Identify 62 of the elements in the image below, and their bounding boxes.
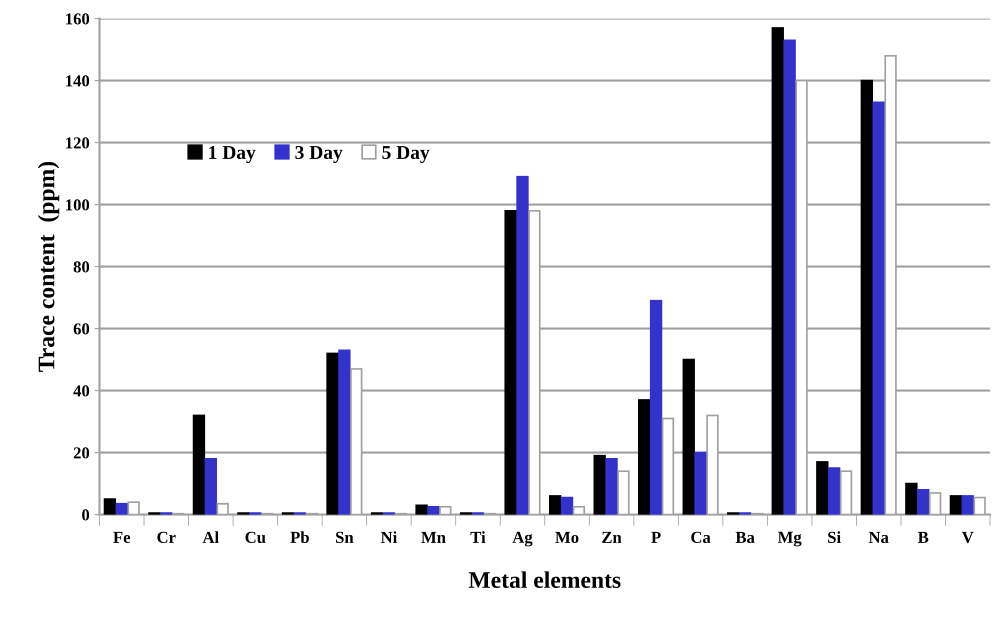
x-tick-label: Ti — [470, 531, 486, 543]
y-tick-label: 20 — [74, 447, 90, 459]
bar — [338, 349, 351, 515]
x-tick-label: Fe — [113, 532, 130, 543]
x-tick-label: Sn — [336, 532, 354, 543]
bar — [694, 452, 707, 515]
x-tick-label: Ni — [380, 531, 398, 543]
x-tick-label: Zn — [602, 532, 622, 543]
x-tick-label: Mo — [555, 532, 578, 543]
y-axis-title: Trace content (ppm) — [38, 162, 60, 372]
bar — [548, 495, 562, 515]
bar — [504, 210, 517, 515]
bar — [516, 176, 529, 515]
legend-label: 1 Day — [209, 146, 256, 164]
y-tick-label: 0 — [82, 509, 90, 521]
bar — [828, 467, 840, 515]
x-tick-label: Pb — [290, 531, 309, 543]
y-tick-label: 120 — [66, 137, 90, 149]
bar — [816, 461, 828, 515]
bar — [682, 358, 695, 515]
bar — [783, 39, 796, 515]
x-tick-label: Si — [828, 531, 841, 543]
x-tick-label: Ca — [691, 532, 711, 543]
x-tick-label: Na — [868, 532, 889, 543]
bar — [326, 352, 339, 515]
x-tick-label: B — [918, 532, 928, 543]
bar — [427, 506, 440, 515]
x-tick-label: Cr — [157, 532, 176, 543]
x-tick-label: V — [962, 532, 974, 544]
x-tick-label: Mg — [778, 532, 802, 546]
bar — [860, 80, 874, 515]
bar — [905, 482, 918, 515]
y-tick-label: 60 — [74, 323, 90, 335]
bar — [605, 458, 618, 515]
bar — [560, 496, 574, 515]
bar — [104, 498, 116, 515]
x-tick-label: Cu — [246, 532, 266, 544]
x-tick-label: P — [651, 532, 661, 543]
legend-label: 5 Day — [382, 146, 430, 164]
y-tick-label: 140 — [66, 75, 90, 87]
bar — [594, 454, 606, 515]
bar — [950, 495, 962, 515]
x-tick-label: Al — [202, 531, 219, 543]
bar — [872, 101, 885, 515]
bar — [772, 27, 784, 515]
x-tick-label: Ba — [736, 532, 755, 543]
x-tick-label: Ag — [512, 532, 533, 546]
legend-label: 3 Day — [295, 146, 343, 164]
bar — [415, 504, 428, 515]
y-tick-label: 100 — [66, 199, 90, 211]
bar — [204, 458, 217, 515]
x-axis-title: Metal elements — [468, 571, 621, 588]
bar — [116, 502, 128, 515]
bar — [962, 495, 974, 515]
y-tick-label: 40 — [73, 385, 90, 397]
y-tick-label: 80 — [74, 261, 90, 273]
x-tick-label: Mn — [421, 532, 446, 543]
bar — [638, 399, 650, 515]
bar — [917, 488, 930, 515]
bar — [192, 414, 206, 515]
y-tick-label: 160 — [66, 13, 90, 25]
bar — [650, 300, 662, 515]
